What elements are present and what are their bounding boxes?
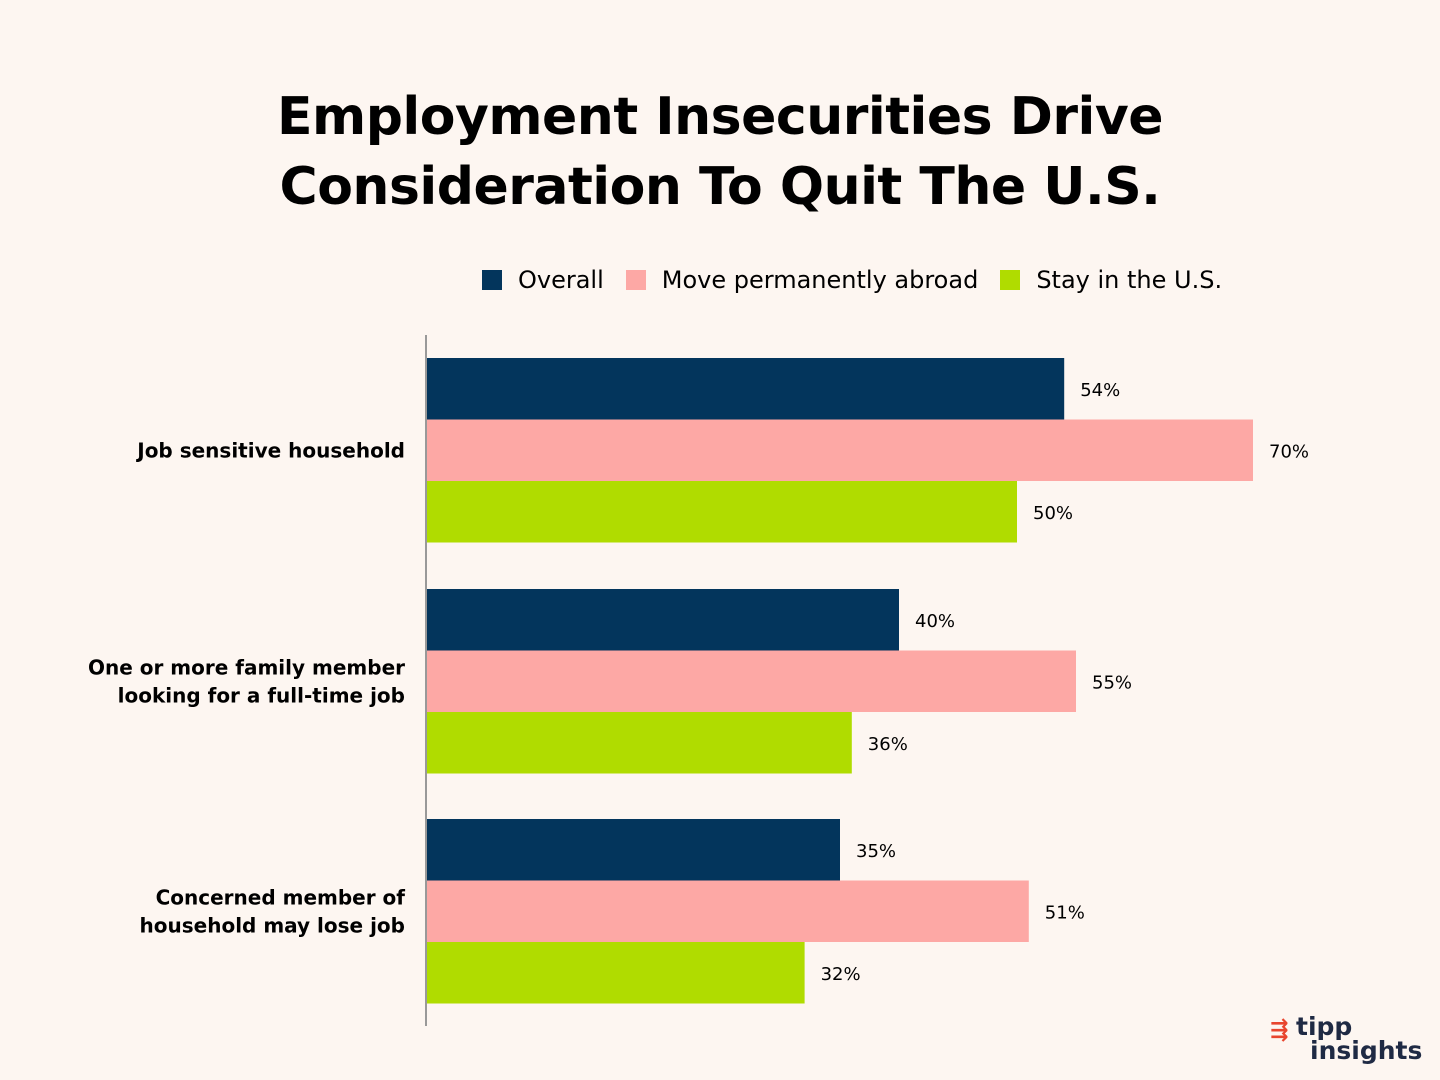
bar-1-0: [427, 589, 899, 651]
legend-swatch-stay: [1000, 270, 1021, 290]
chart-title: Employment Insecurities Drive Considerat…: [0, 82, 1440, 222]
logo-text-insights: insights: [1310, 1036, 1423, 1065]
tipp-insights-logo: ⇶ tipp insights: [1270, 1012, 1423, 1068]
value-label-2-2: 32%: [821, 964, 861, 985]
logo-arrow-icon: ⇶: [1270, 1018, 1289, 1043]
value-label-1-1: 55%: [1092, 672, 1132, 693]
bar-2-1: [427, 880, 1029, 942]
category-label-1-line-1: looking for a full-time job: [118, 683, 405, 707]
value-label-1-0: 40%: [915, 611, 955, 632]
bar-1-2: [427, 712, 852, 774]
legend-label-stay: Stay in the U.S.: [1036, 266, 1223, 294]
legend-item-stay: Stay in the U.S.: [1000, 266, 1222, 294]
chart-title-line-2: Consideration To Quit The U.S.: [279, 157, 1161, 217]
bar-0-2: [427, 481, 1017, 543]
legend-item-abroad: Move permanently abroad: [625, 266, 979, 294]
legend-swatch-overall: [482, 270, 502, 290]
chart-legend: Overall Move permanently abroad Stay in …: [482, 266, 1244, 294]
legend-item-overall: Overall: [482, 266, 604, 294]
legend-label-abroad: Move permanently abroad: [661, 266, 979, 294]
category-label-2-line-0: Concerned member of: [156, 885, 406, 909]
legend-swatch-abroad: [625, 270, 646, 290]
category-label-2-line-1: household may lose job: [140, 913, 405, 937]
bar-0-1: [427, 419, 1253, 481]
value-label-2-0: 35%: [856, 841, 896, 862]
value-label-0-2: 50%: [1033, 503, 1073, 524]
value-label-2-1: 51%: [1045, 902, 1085, 923]
category-label-1-line-0: One or more family member: [88, 655, 405, 679]
category-label-0-line-0: Job sensitive household: [135, 438, 405, 462]
bar-2-0: [427, 819, 840, 881]
bar-0-0: [427, 358, 1065, 420]
value-label-0-0: 54%: [1080, 380, 1120, 401]
value-label-0-1: 70%: [1269, 441, 1309, 462]
bar-2-2: [427, 942, 805, 1004]
value-label-1-2: 36%: [868, 734, 908, 755]
logo-text-tipp: tipp: [1296, 1012, 1353, 1041]
bar-1-1: [427, 650, 1076, 712]
chart-title-line-1: Employment Insecurities Drive: [276, 87, 1164, 147]
legend-label-overall: Overall: [518, 266, 604, 294]
